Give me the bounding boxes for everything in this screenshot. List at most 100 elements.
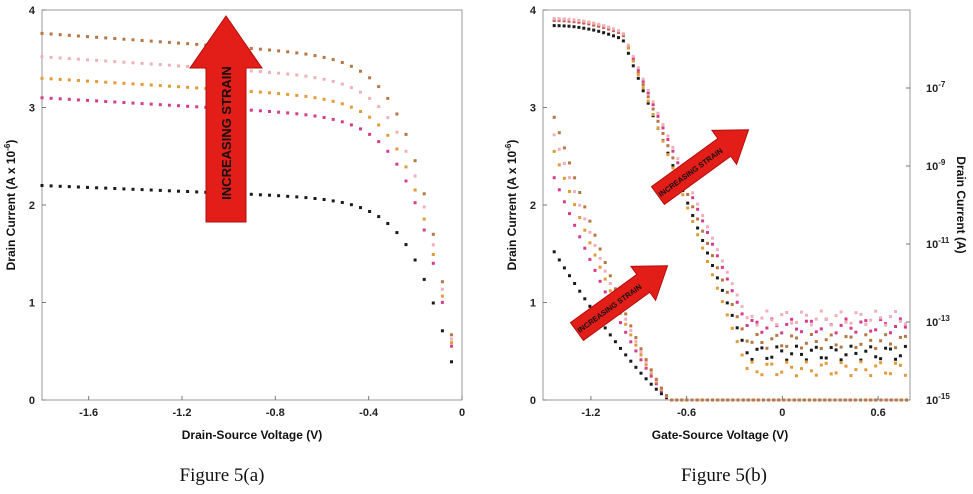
- chart-b-log-point-pink: [706, 231, 709, 234]
- chart-b-log-point-brown: [874, 347, 878, 350]
- chart-b-linear-point-pink: [578, 235, 582, 239]
- chart-b-log-point-pink: [814, 330, 818, 334]
- chart-a-point-pink: [359, 127, 362, 131]
- chart-b-linear-point-brown: [905, 398, 908, 402]
- chart-b-log-point-orange: [770, 362, 774, 366]
- chart-b-linear-point-brown: [848, 398, 852, 402]
- chart-b-log-point-brown: [671, 156, 675, 160]
- chart-b-log-point-brown: [745, 339, 749, 343]
- chart-b-log-point-brown: [720, 278, 724, 282]
- chart-b-log-point-light_pink: [814, 317, 818, 321]
- chart-b-log-point-brown: [740, 327, 744, 331]
- chart-a-point-black: [277, 194, 281, 198]
- chart-b-log-point-light_pink: [567, 17, 571, 21]
- chart-a-point-orange: [268, 91, 271, 95]
- chart-a-point-black: [131, 187, 135, 191]
- chart-a-point-brown: [249, 47, 253, 50]
- chart-b-linear-point-brown: [644, 358, 648, 362]
- chart-b-log-point-pink: [903, 325, 907, 329]
- chart-a-point-pink: [76, 98, 80, 102]
- chart-a-point-black: [58, 184, 62, 188]
- chart-b-linear-point-brown: [659, 386, 663, 390]
- chart-b-log-point-light_pink: [607, 25, 611, 29]
- chart-b-log-point-light_pink: [903, 322, 907, 326]
- chart-a-point-light_pink: [422, 205, 426, 209]
- chart-a-point-orange: [413, 188, 417, 192]
- chart-b-log-point-brown: [755, 333, 759, 336]
- chart-b-linear-point-light_pink: [608, 282, 612, 285]
- chart-b-linear-point-orange: [634, 343, 638, 347]
- chart-b-linear-point-brown: [726, 398, 730, 402]
- chart-b-log-point-orange: [844, 364, 848, 368]
- chart-a-point-brown: [258, 47, 262, 51]
- chart-b-linear-point-pink: [603, 290, 607, 294]
- chart-b-log-point-black: [804, 358, 808, 362]
- chart-b-log-point-pink: [730, 289, 734, 293]
- chart-a-point-orange: [167, 84, 171, 88]
- chart-b-log-point-light_pink: [804, 313, 808, 317]
- chart-b-log-point-light_pink: [612, 27, 615, 31]
- chart-b-log-point-pink: [804, 319, 808, 323]
- chart-b-log-point-light_pink: [631, 54, 635, 58]
- arrow-b-lower-shape: [569, 265, 669, 342]
- chart-b-log-point-black: [607, 32, 611, 36]
- chart-b-log-point-light_pink: [785, 311, 789, 314]
- chart-b-log-point-black: [691, 214, 695, 217]
- chart-b-linear-point-light_pink: [598, 256, 602, 260]
- chart-a-point-light_pink: [386, 116, 390, 120]
- chart-b-linear-point-pink: [552, 176, 556, 180]
- chart-a-point-orange: [177, 85, 180, 89]
- chart-a-point-pink: [313, 114, 317, 118]
- chart-b-log-point-black: [790, 352, 794, 356]
- chart-b-log-point-orange: [725, 313, 729, 317]
- chart-a-point-orange: [86, 79, 89, 83]
- chart-b-log-point-pink: [735, 300, 739, 304]
- chart-b-log-point-black: [864, 349, 868, 353]
- chart-b-linear-point-brown: [736, 398, 740, 402]
- chart-a-point-black: [304, 196, 308, 200]
- chart-b-log-point-light_pink: [592, 21, 596, 25]
- chart-b-log-point-pink: [755, 320, 759, 324]
- chart-b-log-point-brown: [898, 335, 902, 339]
- chart-a-point-black: [167, 189, 171, 193]
- chart-b-linear-point-black: [619, 346, 622, 350]
- chart-b-linear-point-brown: [593, 233, 597, 237]
- chart-b-log-point-black: [800, 352, 803, 356]
- chart-a-point-black: [86, 185, 89, 189]
- arrow-b-upper-shape: [650, 129, 750, 206]
- chart-b-linear-point-black: [613, 340, 617, 344]
- chart-b-log-point-brown: [730, 303, 734, 306]
- chart-b-log-point-pink: [800, 330, 803, 334]
- chart-b-linear-point-brown: [731, 398, 735, 402]
- chart-b-log-point-orange: [661, 139, 665, 143]
- chart-b-log-point-pink: [785, 322, 789, 326]
- chart-b-linear-point-brown: [833, 398, 837, 402]
- chart-b-log-point-light_pink: [745, 316, 749, 320]
- chart-b-log-point-light_pink: [676, 157, 680, 161]
- chart-a-point-orange: [58, 77, 62, 81]
- chart-b-log-point-orange: [814, 373, 818, 377]
- chart-b-log-point-light_pink: [701, 214, 705, 217]
- chart-b-log-point-brown: [770, 337, 774, 341]
- chart-a-point-black: [395, 231, 399, 235]
- chart-b-log-point-brown: [790, 334, 794, 338]
- chart-a-point-black: [249, 192, 253, 196]
- chart-b-linear-point-brown: [889, 398, 893, 402]
- chart-b-log-point-black: [780, 349, 784, 353]
- chart-a-point-pink: [122, 101, 126, 104]
- chart-b-linear-point-brown: [639, 347, 643, 351]
- chart-b-log-point-orange: [760, 373, 764, 377]
- chart-b-linear-point-orange: [644, 363, 648, 366]
- chart-b-linear-point-brown: [568, 161, 571, 165]
- chart-a-point-pink: [186, 104, 190, 108]
- chart-b-linear-point-pink: [629, 340, 633, 344]
- chart-b-log-point-brown: [656, 119, 660, 123]
- chart-b-log-point-pink: [898, 317, 902, 321]
- chart-b-log-point-pink: [715, 254, 719, 258]
- chart-b-log-point-black: [849, 344, 853, 348]
- chart-b-linear-point-brown: [711, 398, 714, 402]
- chart-b-linear-point-brown: [859, 398, 862, 402]
- chart-b-linear-point-pink: [619, 321, 622, 325]
- chart-b-log-point-pink: [676, 161, 680, 165]
- chart-b-log-point-light_pink: [775, 323, 779, 327]
